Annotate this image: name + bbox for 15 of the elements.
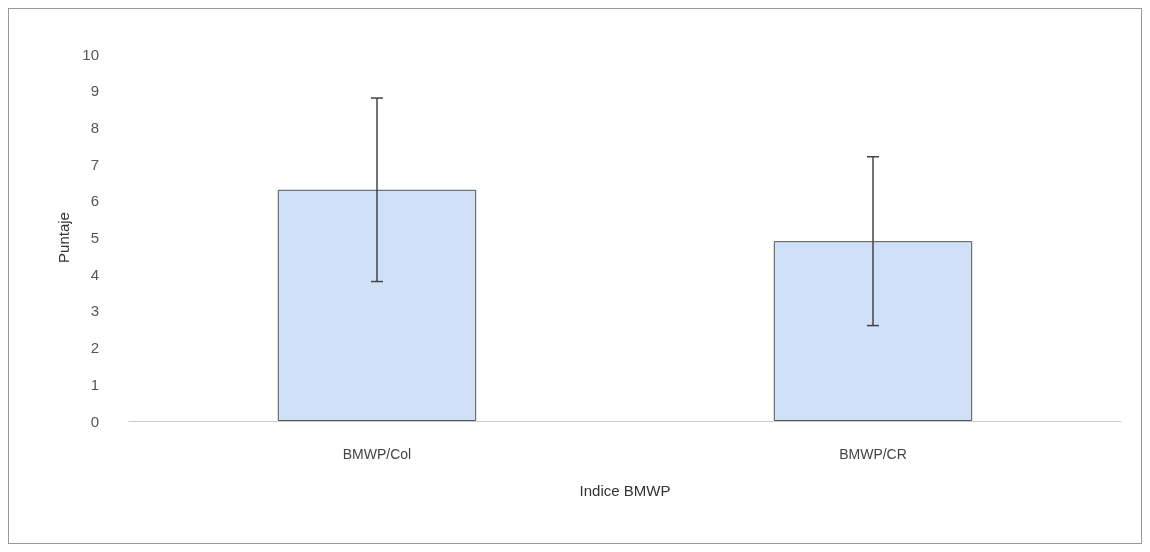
- y-tick-label: 5: [90, 229, 99, 246]
- y-tick-label: 0: [90, 412, 99, 430]
- y-tick-label: 7: [90, 155, 99, 173]
- y-tick-label: 9: [90, 82, 99, 100]
- y-tick-label: 8: [90, 118, 99, 136]
- y-tick-label: 2: [90, 339, 99, 357]
- y-axis-title: Puntaje: [55, 212, 72, 263]
- x-tick-label: BMWP/CR: [839, 446, 907, 462]
- x-tick-label: BMWP/Col: [342, 446, 412, 462]
- y-tick-label: 10: [82, 45, 99, 63]
- y-tick-label: 3: [90, 302, 99, 320]
- y-tick-label: 1: [90, 375, 99, 393]
- y-tick-label: 6: [90, 192, 99, 210]
- x-axis-title: Indice BMWP: [579, 482, 671, 499]
- y-tick-label: 4: [90, 265, 99, 283]
